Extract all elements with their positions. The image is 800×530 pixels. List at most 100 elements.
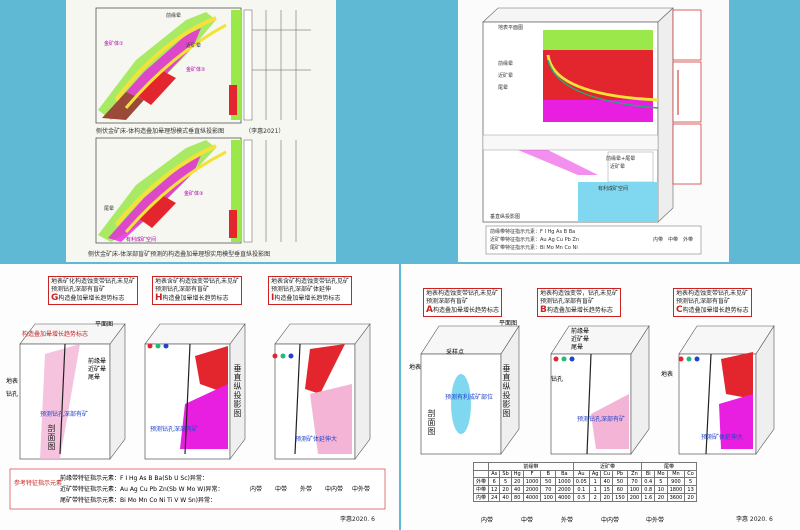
- table-cell: 0.5: [572, 493, 590, 502]
- legend-mid-inner: 中内带: [325, 486, 344, 493]
- table-element-0: As: [487, 470, 501, 478]
- legend-outer: 外带: [300, 486, 313, 493]
- table-element-9: Pb: [612, 470, 628, 478]
- plan-view-label: 地表平面图: [498, 25, 524, 31]
- halo-front: 前缘晕: [571, 328, 590, 335]
- a-section-label: 剖面图: [427, 409, 436, 436]
- section-view-label: 垂直纵投影图: [490, 214, 521, 220]
- table-element-1: Sb: [499, 470, 512, 478]
- table-cell: 100: [626, 485, 643, 494]
- halo-tail: 尾晕: [88, 374, 101, 381]
- b-drill-label: 钻孔: [551, 376, 564, 383]
- table-element-7: Ag: [588, 470, 602, 478]
- legend-row-3: 尾矿带特征指示元素：Bi Mo Mn Co Ni: [490, 245, 578, 251]
- table-cell: 150: [612, 493, 628, 502]
- box-c-line1: 地表构造蚀变带钻孔未见矿: [676, 290, 749, 297]
- legend-outer: 外带: [561, 517, 574, 524]
- table-cell: 0.05: [572, 477, 590, 486]
- panel-ghi-models: 地表矿化构造蚀变带钻孔未见矿 预测钻孔深部有盲矿 G构造叠加晕增长趋势标志 地表…: [0, 264, 399, 530]
- legend-mid-outer: 中外带: [646, 517, 665, 524]
- legend-row-1: 前缘带特征指示元素：F I Hg As B Ba: [490, 229, 576, 235]
- label-orebody-1: 金矿体①: [104, 41, 124, 47]
- table-cell: 100: [540, 493, 556, 502]
- box-i-line1: 地表含矿构造蚀变带钻孔见矿: [271, 278, 350, 285]
- top-model-figure: [95, 7, 311, 124]
- box-h-line3: 构造叠加晕增长趋势标志: [162, 295, 229, 302]
- box-a: 地表构造蚀变带钻孔未见矿 预测深部有盲矿 A构造叠加晕增长趋势标志: [423, 288, 502, 317]
- table-row-label: 外带: [472, 477, 490, 486]
- table-cell: 40: [499, 493, 512, 502]
- a-surface-label: 地表: [409, 364, 422, 371]
- legend-middle: 中带: [521, 517, 534, 524]
- legend-inner: 内带: [250, 486, 263, 493]
- table-group-0: 前缘带: [488, 462, 574, 471]
- b-predict-label: 预测钻孔深部有矿: [577, 416, 626, 423]
- table-cell: 0.8: [641, 485, 656, 494]
- panel-3d-block: 地表平面图 垂直纵投影图 前缘晕 近矿晕 尾晕 前缘晕+尾晕 近矿晕 有利成矿空…: [458, 0, 729, 262]
- table-cell: 12: [487, 485, 501, 494]
- label-near-halo: 近矿晕: [186, 43, 202, 49]
- side-label-3: 尾晕: [498, 85, 509, 91]
- abc-diagram: [420, 324, 775, 455]
- table-cell: 40: [600, 477, 614, 486]
- halo-near: 近矿晕: [88, 366, 107, 373]
- table-element-13: Mn: [666, 470, 686, 478]
- table-element-5: Ba: [554, 470, 574, 478]
- table-element-10: Zn: [626, 470, 643, 478]
- table-cell: 0.1: [572, 485, 590, 494]
- table-row-label: 中带: [472, 485, 490, 494]
- a-vertical-label: 垂直纵投影图: [502, 364, 511, 418]
- table-corner-2: [472, 470, 490, 478]
- table-element-row: As Sb Hg F B Ba Au Ag Cu Pb Zn Bi Mo Mn Co: [472, 470, 697, 478]
- box-g: 地表矿化构造蚀变带钻孔未见矿 预测钻孔深部有盲矿 G构造叠加晕增长趋势标志: [48, 276, 139, 305]
- a-plane-label: 平面图: [499, 320, 518, 327]
- side-label-2: 近矿晕: [498, 73, 514, 79]
- table-cell: 13: [684, 485, 697, 494]
- legend-middle: 中带: [668, 237, 679, 243]
- table-cell: 1000: [554, 477, 574, 486]
- threshold-table: 前缘带 近矿带 尾带 As Sb Hg F B Ba Au Ag Cu Pb Zn Bi Mo Mn Co 外带 6 5…: [472, 462, 697, 502]
- g-struct-label: 构造叠加晕增长趋势标志: [22, 331, 89, 338]
- box-i-letter: I: [271, 293, 275, 303]
- table-cell: 0.4: [641, 477, 656, 486]
- table-cell: 70: [626, 477, 643, 486]
- center-label-3: 有利成矿空间: [598, 186, 629, 192]
- element-threshold-table: 前缘带 近矿带 尾带 As Sb Hg F B Ba Au Ag Cu Pb Zn Bi Mo Mn Co 外带 6 5…: [472, 462, 697, 502]
- table-element-4: B: [540, 470, 556, 478]
- box-c-line2: 预测钻孔深部有盲矿: [676, 298, 731, 305]
- box-i-line3: 构造叠加晕增长趋势标志: [274, 295, 341, 302]
- signature: 李惠2020. 6: [340, 516, 375, 523]
- box-h-letter: H: [155, 293, 163, 303]
- box-h-line1: 地表含矿构造蚀变带钻孔未见矿: [155, 278, 240, 285]
- table-cell: 20: [600, 493, 614, 502]
- table-cell: 4000: [554, 493, 574, 502]
- g-section-label: 剖面图: [47, 424, 56, 451]
- table-row: 外带 6 5 20 1000 50 1000 0.05 1 40 50 70 0.4 5 900 5: [472, 477, 697, 486]
- legend-inner: 内带: [481, 517, 494, 524]
- table-cell: 15: [600, 485, 614, 494]
- halo-near: 近矿晕: [571, 336, 590, 343]
- table-element-12: Mo: [654, 470, 668, 478]
- box-a-line3: 构造叠加晕增长趋势标志: [432, 307, 499, 314]
- legend-inner: 内带: [653, 237, 664, 243]
- table-cell: 10: [654, 485, 668, 494]
- label-tail-halo: 尾晕: [104, 206, 115, 212]
- ideal-model-diagram: [95, 7, 311, 244]
- table-row: 中带 12 20 40 2000 70 2000 0.1 1 15 60 100 0.8 10 1800 13: [472, 485, 697, 494]
- table-cell: 5: [654, 477, 668, 486]
- a-predict-label: 预测有利成矿部位: [445, 394, 494, 401]
- table-cell: 1.6: [641, 493, 656, 502]
- box-b: 地表构造蚀变带，钻孔未见矿 预测钻孔深部有盲矿 B构造叠加晕增长趋势标志: [537, 288, 622, 317]
- table-cell: 80: [510, 493, 524, 502]
- c-surface-label: 地表: [661, 371, 674, 378]
- label-orebody-2: 金矿体②: [186, 67, 206, 73]
- g-plane-label: 平面图: [95, 321, 114, 328]
- table-element-6: Au: [572, 470, 590, 478]
- box-a-letter: A: [426, 305, 433, 315]
- table-cell: 5: [684, 477, 697, 486]
- box-c: 地表构造蚀变带钻孔未见矿 预测钻孔深部有盲矿 C构造叠加晕增长趋势标志: [673, 288, 752, 317]
- side-label-1: 前缘晕: [498, 61, 514, 67]
- label-front-halo: 前缘晕: [166, 13, 182, 19]
- table-cell: 2: [588, 493, 602, 502]
- box-g-line3: 构造叠加晕增长趋势标志: [58, 295, 125, 302]
